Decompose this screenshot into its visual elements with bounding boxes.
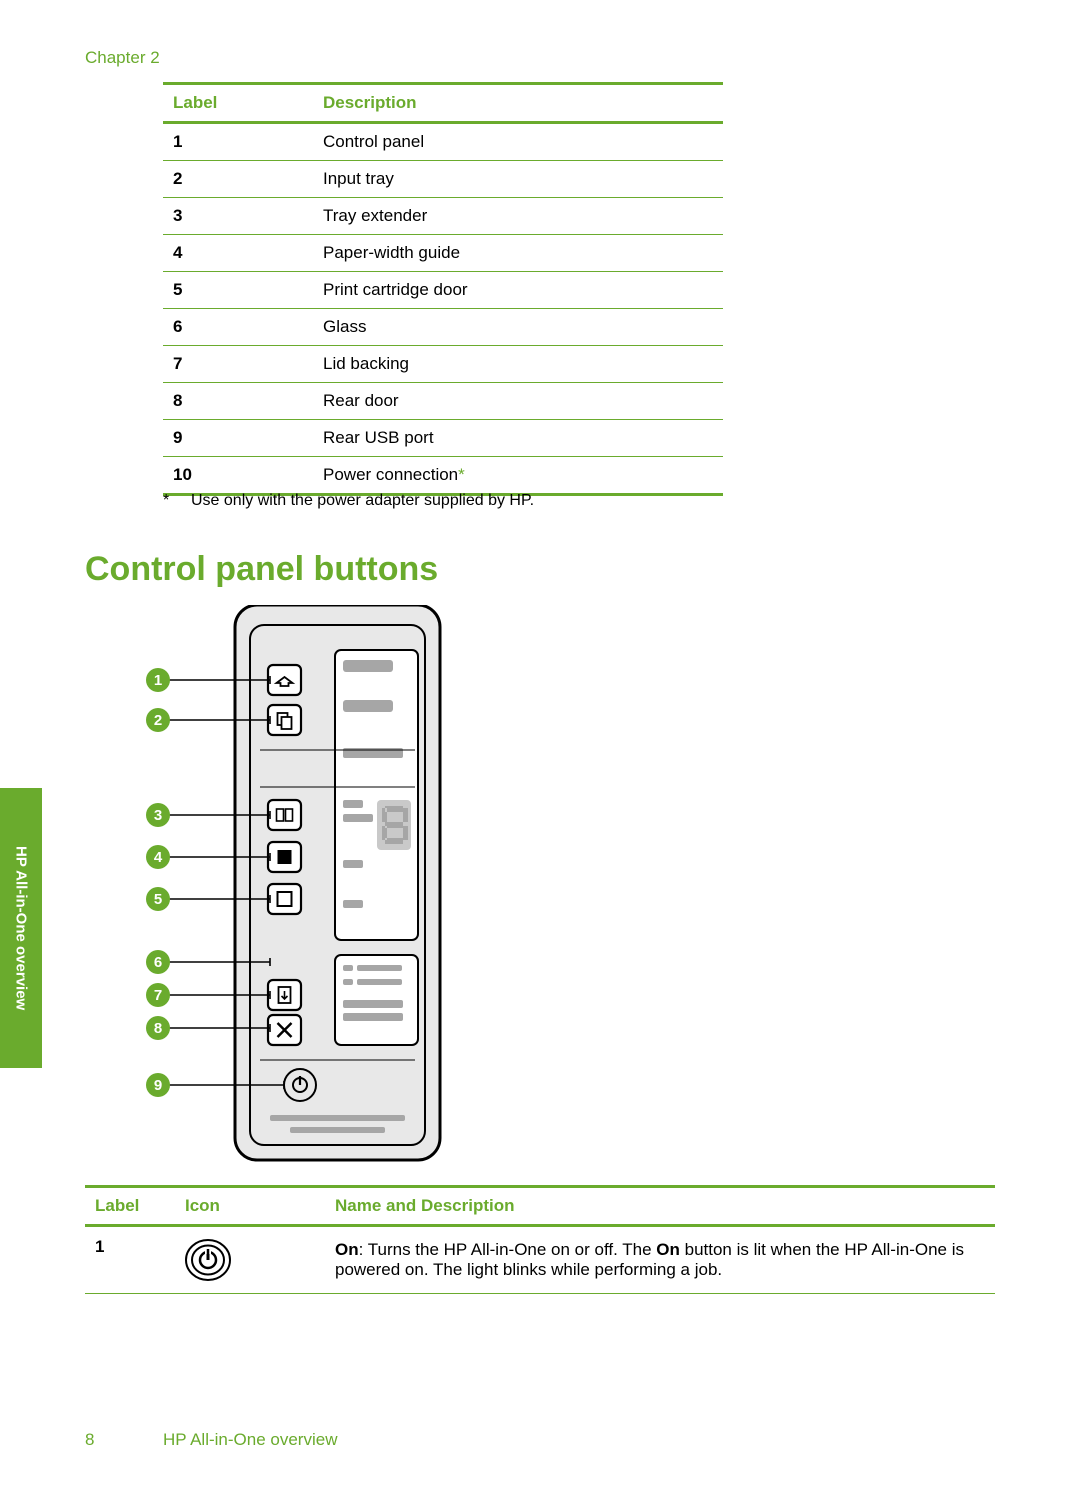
- side-tab-text: HP All-in-One overview: [13, 846, 30, 1010]
- row-desc: On: Turns the HP All-in-One on or off. T…: [325, 1226, 995, 1294]
- svg-text:6: 6: [154, 954, 162, 971]
- cell-desc: Glass: [313, 309, 723, 346]
- table-row: 3Tray extender: [163, 198, 723, 235]
- cell-label: 6: [163, 309, 313, 346]
- cell-label: 3: [163, 198, 313, 235]
- table-row: 7Lid backing: [163, 346, 723, 383]
- cell-desc: Power connection*: [313, 457, 723, 495]
- desc-bold1: On: [335, 1240, 359, 1259]
- section-heading: Control panel buttons: [85, 550, 438, 589]
- cell-label: 8: [163, 383, 313, 420]
- col-description: Description: [313, 84, 723, 123]
- table-header-row: Label Description: [163, 84, 723, 123]
- col2-label: Label: [85, 1187, 175, 1226]
- cell-desc: Rear door: [313, 383, 723, 420]
- table-row: 10Power connection*: [163, 457, 723, 495]
- svg-text:4: 4: [154, 849, 163, 866]
- cell-desc: Tray extender: [313, 198, 723, 235]
- page-number: 8: [85, 1430, 94, 1450]
- table-row: 4Paper-width guide: [163, 235, 723, 272]
- svg-text:1: 1: [154, 672, 162, 689]
- svg-text:5: 5: [154, 891, 162, 908]
- footnote-text: Use only with the power adapter supplied…: [191, 492, 534, 509]
- table-row: 5Print cartridge door: [163, 272, 723, 309]
- col2-desc: Name and Description: [325, 1187, 995, 1226]
- table-row: 9Rear USB port: [163, 420, 723, 457]
- table-row: 8Rear door: [163, 383, 723, 420]
- table-row: 1Control panel: [163, 123, 723, 161]
- col2-icon: Icon: [175, 1187, 325, 1226]
- cell-label: 10: [163, 457, 313, 495]
- svg-text:8: 8: [154, 1020, 162, 1037]
- cell-desc: Rear USB port: [313, 420, 723, 457]
- svg-text:9: 9: [154, 1077, 162, 1094]
- cell-label: 4: [163, 235, 313, 272]
- power-icon: [175, 1226, 325, 1294]
- table2-row: 1 On: Turns the HP All-in-One on or off.…: [85, 1226, 995, 1294]
- table-footnote: *Use only with the power adapter supplie…: [163, 492, 534, 510]
- footnote-marker: *: [163, 492, 191, 510]
- cell-desc: Paper-width guide: [313, 235, 723, 272]
- side-tab: HP All-in-One overview: [0, 788, 42, 1068]
- desc-p1: : Turns the HP All-in-One on or off. The: [359, 1240, 657, 1259]
- cell-desc: Input tray: [313, 161, 723, 198]
- cell-label: 2: [163, 161, 313, 198]
- chapter-label: Chapter 2: [85, 48, 160, 68]
- col-label: Label: [163, 84, 313, 123]
- cell-label: 1: [163, 123, 313, 161]
- control-panel-diagram: 1 2 3 4 5 6 7 8 9: [140, 605, 460, 1170]
- cell-label: 7: [163, 346, 313, 383]
- table2-header-row: Label Icon Name and Description: [85, 1187, 995, 1226]
- desc-bold2: On: [656, 1240, 680, 1259]
- row-label: 1: [85, 1226, 175, 1294]
- svg-text:7: 7: [154, 987, 162, 1004]
- parts-table: Label Description 1Control panel2Input t…: [163, 82, 723, 496]
- cell-label: 5: [163, 272, 313, 309]
- cell-desc: Print cartridge door: [313, 272, 723, 309]
- footer-title: HP All-in-One overview: [163, 1430, 337, 1450]
- table-row: 2Input tray: [163, 161, 723, 198]
- buttons-table: Label Icon Name and Description 1 On: Tu…: [85, 1185, 995, 1294]
- svg-text:3: 3: [154, 807, 162, 824]
- table-row: 6Glass: [163, 309, 723, 346]
- cell-label: 9: [163, 420, 313, 457]
- cell-desc: Control panel: [313, 123, 723, 161]
- svg-text:2: 2: [154, 712, 162, 729]
- cell-desc: Lid backing: [313, 346, 723, 383]
